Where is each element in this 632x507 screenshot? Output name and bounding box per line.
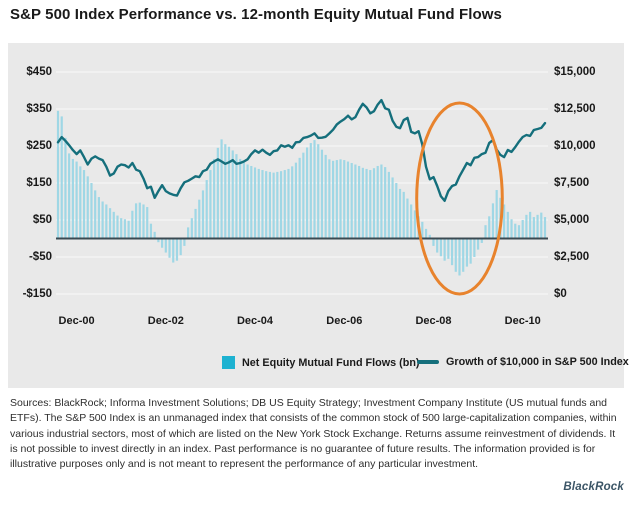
- right-axis-tick: $7,500: [554, 177, 590, 189]
- left-axis-tick: $250: [26, 140, 52, 152]
- chart-canvas: [56, 71, 548, 296]
- bar-series-fund-flows: [56, 110, 547, 276]
- chart-title: S&P 500 Index Performance vs. 12-month E…: [10, 6, 502, 23]
- line-series-sp500-growth: [56, 98, 547, 203]
- blackrock-logo: BlackRock: [563, 481, 624, 493]
- source-disclaimer: Sources: BlackRock; Informa Investment S…: [10, 397, 617, 471]
- x-axis-tick: Dec-04: [236, 315, 274, 327]
- right-axis-tick: $2,500: [554, 251, 590, 263]
- right-axis-tick: $5,000: [554, 214, 590, 226]
- right-axis-tick: $15,000: [554, 66, 596, 78]
- left-axis-tick: $450: [26, 66, 52, 78]
- legend-item-fund-flows: Net Equity Mutual Fund Flows (bn): [222, 356, 420, 369]
- legend-label-sp500-growth: Growth of $10,000 in S&P 500 Index: [446, 356, 629, 368]
- right-axis-tick: $0: [554, 288, 567, 300]
- x-axis-tick: Dec-06: [326, 315, 363, 327]
- left-axis-tick: -$50: [28, 251, 52, 263]
- legend-item-sp500-growth: Growth of $10,000 in S&P 500 Index: [417, 356, 629, 368]
- legend-label-fund-flows: Net Equity Mutual Fund Flows (bn): [242, 356, 420, 369]
- left-axis-tick: $350: [26, 103, 52, 115]
- x-axis-tick: Dec-02: [147, 315, 184, 327]
- x-axis-tick: Dec-10: [504, 315, 541, 327]
- left-axis-tick: -$150: [22, 288, 52, 300]
- chart-panel: $450 $350 $250 $150 $50 -$50 -$150 $15,000 $12,5…: [8, 43, 629, 388]
- right-axis-tick: $10,000: [554, 140, 596, 152]
- x-axis-tick: Dec-00: [58, 315, 95, 327]
- left-axis-tick: $50: [32, 214, 52, 226]
- crisis-highlight-ellipse: [415, 101, 504, 296]
- line-series-swatch: [417, 360, 439, 364]
- x-axis-tick: Dec-08: [415, 315, 452, 327]
- right-axis-tick: $12,500: [554, 103, 596, 115]
- bar-series-swatch: [222, 356, 235, 369]
- left-axis-tick: $150: [26, 177, 52, 189]
